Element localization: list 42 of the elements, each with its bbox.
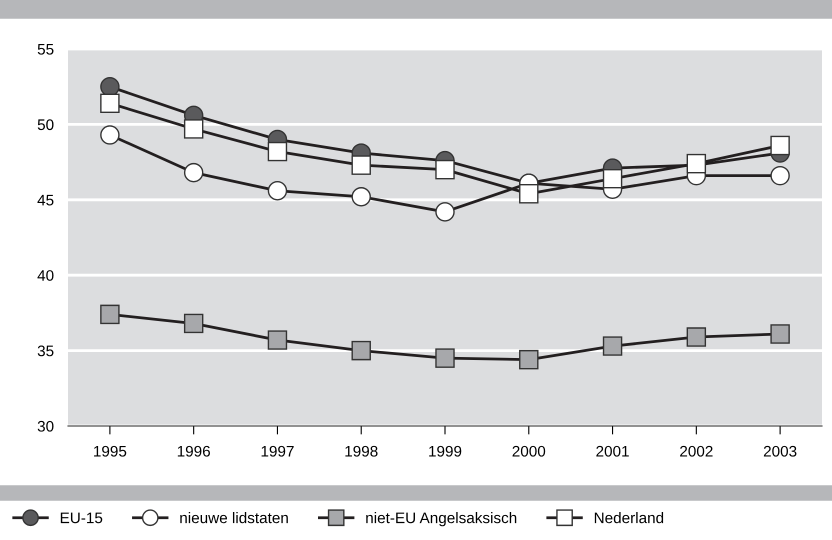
x-tick-label: 1996: [178, 446, 210, 457]
y-tick-label: 55: [38, 44, 54, 55]
point: [268, 142, 288, 162]
point: [519, 184, 538, 204]
legend-label: niet-EU Angelsaksisch: [366, 512, 516, 526]
point: [184, 314, 204, 334]
point: [435, 348, 455, 368]
point: [770, 324, 790, 344]
x-tick-label: 2003: [764, 446, 796, 457]
y-tick-label: 35: [38, 345, 54, 356]
point: [352, 340, 371, 360]
point: [770, 166, 790, 186]
point: [184, 162, 204, 182]
point: [100, 94, 120, 114]
y-tick-label: 45: [37, 194, 54, 206]
legend-label: EU-15: [60, 512, 102, 524]
point: [352, 187, 371, 207]
x-tick-label: 2000: [512, 446, 546, 457]
x-tick-label: 1999: [429, 446, 462, 457]
point: [686, 327, 706, 347]
point: [268, 330, 288, 350]
point: [268, 181, 288, 200]
x-tick-label: 1995: [94, 446, 126, 457]
y-tick-label: 30: [38, 420, 54, 432]
point: [100, 125, 120, 145]
point: [519, 350, 538, 370]
point: [352, 155, 371, 175]
x-tick-label: 2002: [680, 446, 713, 457]
y-tick-label: 40: [37, 270, 54, 281]
point: [100, 304, 120, 324]
x-tick-label: 1997: [262, 446, 294, 457]
point: [602, 336, 622, 356]
point: [184, 119, 204, 139]
y-tick-label: 50: [38, 119, 54, 130]
point: [435, 160, 455, 180]
x-tick-label: 2001: [596, 446, 629, 457]
point: [770, 136, 790, 156]
point: [602, 168, 622, 188]
legend-label: nieuwe lidstaten: [180, 512, 288, 524]
x-tick-label: 1998: [345, 446, 378, 457]
legend-label: Nederland: [594, 512, 664, 524]
point: [435, 202, 455, 222]
